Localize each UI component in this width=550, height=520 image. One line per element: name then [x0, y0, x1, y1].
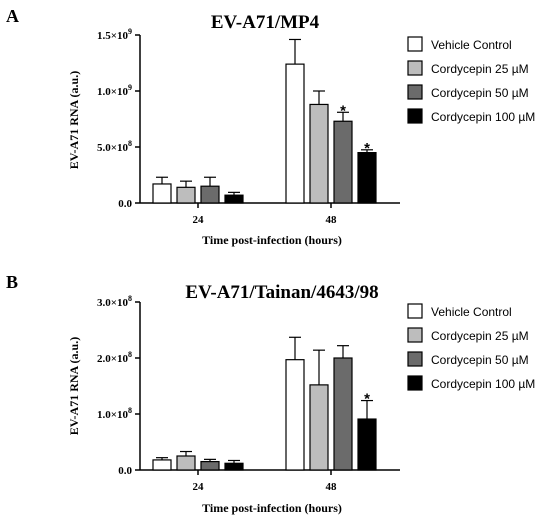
bar: [333, 120, 353, 204]
y-tick-mantissa: 3.0×10: [97, 297, 129, 309]
y-tick-mantissa: 0.0: [118, 198, 132, 210]
legend-label: Vehicle Control: [431, 305, 512, 319]
panel-a: A EV-A71/MP4 EV-A71 RNA (a.u.) Time post…: [6, 6, 535, 247]
y-tick-mantissa: 5.0×10: [97, 142, 129, 154]
legend: Vehicle Control Cordycepin 25 µM Cordycepi…: [407, 303, 535, 391]
legend-swatch: [407, 351, 423, 367]
y-axis-label: EV-A71 RNA (a.u.): [67, 337, 81, 435]
y-tick-exponent: 9: [128, 83, 132, 92]
bar: [309, 384, 329, 471]
panel-b: B EV-A71/Tainan/4643/98 EV-A71 RNA (a.u.…: [6, 272, 535, 515]
y-tick-label: 5.0×108: [97, 139, 132, 154]
legend-label: Cordycepin 25 µM: [431, 329, 529, 343]
y-tick-label: 0.0: [118, 198, 132, 210]
bar: [224, 194, 244, 204]
x-tick-label: 48: [326, 214, 338, 226]
bar: [200, 461, 220, 471]
legend-label: Cordycepin 100 µM: [431, 110, 535, 124]
x-tick-label: 48: [326, 481, 338, 493]
legend-swatch: [407, 327, 423, 343]
bar: [176, 455, 196, 471]
x-axis-label: Time post-infection (hours): [202, 501, 342, 515]
bar: [333, 357, 353, 471]
legend-swatch: [407, 303, 423, 319]
y-tick-mantissa: 0.0: [118, 465, 132, 477]
legend-label: Cordycepin 50 µM: [431, 353, 529, 367]
legend-label: Cordycepin 50 µM: [431, 86, 529, 100]
y-tick-mantissa: 1.5×10: [97, 30, 129, 42]
bar: [152, 183, 172, 204]
y-tick-label: 1.5×109: [97, 27, 132, 42]
y-tick-mantissa: 1.0×10: [97, 86, 129, 98]
chart-title: EV-A71/MP4: [211, 12, 320, 33]
bar: [152, 459, 172, 471]
significance-star: *: [364, 140, 370, 157]
legend-swatch: [407, 84, 423, 100]
bar: [357, 418, 377, 471]
y-tick-label: 1.0×109: [97, 83, 132, 98]
bar: [285, 63, 305, 204]
legend-label: Vehicle Control: [431, 38, 512, 52]
y-tick-label: 1.0×108: [97, 406, 132, 421]
significance-star: *: [364, 391, 370, 408]
legend-label: Cordycepin 25 µM: [431, 62, 529, 76]
y-tick-label: 0.0: [118, 465, 132, 477]
bar: [176, 186, 196, 204]
y-tick-exponent: 8: [128, 350, 132, 359]
significance-star: *: [340, 102, 346, 119]
y-tick-exponent: 8: [128, 294, 132, 303]
panel-letter: A: [6, 6, 19, 26]
x-tick-label: 24: [193, 481, 205, 493]
y-tick-label: 2.0×108: [97, 350, 132, 365]
legend-swatch: [407, 36, 423, 52]
y-tick-mantissa: 2.0×10: [97, 353, 129, 365]
legend-swatch: [407, 375, 423, 391]
y-axis-label: EV-A71 RNA (a.u.): [67, 71, 81, 169]
bar: [200, 185, 220, 204]
legend-swatch: [407, 60, 423, 76]
bar: [309, 103, 329, 204]
x-axis-label: Time post-infection (hours): [202, 233, 342, 247]
y-tick-exponent: 8: [128, 406, 132, 415]
chart-title: EV-A71/Tainan/4643/98: [185, 282, 378, 303]
x-tick-label: 24: [193, 214, 205, 226]
legend: Vehicle Control Cordycepin 25 µM Cordycepi…: [407, 36, 535, 124]
panel-letter: B: [6, 272, 18, 292]
y-tick-label: 3.0×108: [97, 294, 132, 309]
y-tick-exponent: 9: [128, 27, 132, 36]
bar: [224, 462, 244, 471]
y-tick-mantissa: 1.0×10: [97, 409, 129, 421]
legend-swatch: [407, 108, 423, 124]
legend-label: Cordycepin 100 µM: [431, 377, 535, 391]
bar: [357, 152, 377, 204]
y-tick-exponent: 8: [128, 139, 132, 148]
bar: [285, 359, 305, 471]
